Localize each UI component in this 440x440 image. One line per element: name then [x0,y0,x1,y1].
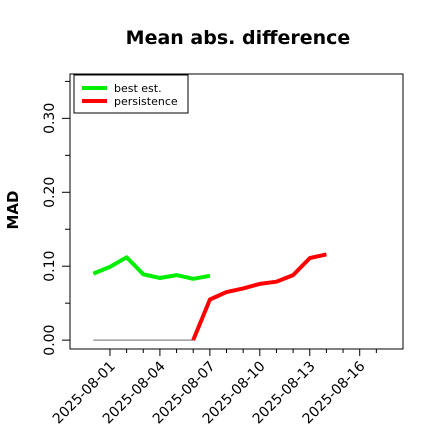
y-axis-label: MAD [4,191,22,230]
y-tick-label: 0.10 [42,251,58,282]
series-line-1 [191,252,327,341]
series-line-0 [92,255,211,281]
y-tick-label: 0.00 [42,325,58,356]
legend-label-0: best est. [114,82,162,95]
data-lines [92,252,327,341]
y-tick-label: 0.30 [42,103,58,134]
legend-box [73,74,189,114]
legend: best est.persistence [73,74,189,114]
y-tick-label: 0.20 [42,177,58,208]
plot-frame [69,73,404,350]
legend-label-1: persistence [114,95,178,108]
chart-title: Mean abs. difference [126,27,351,49]
